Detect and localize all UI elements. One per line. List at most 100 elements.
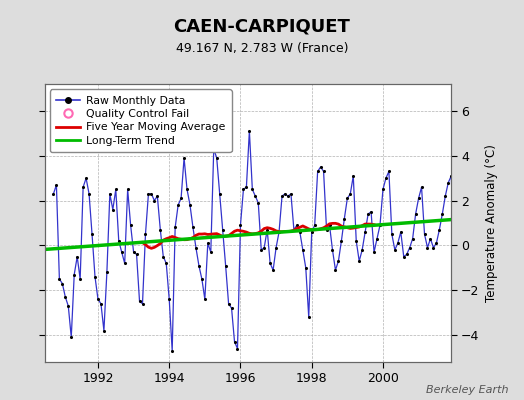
Point [213, 155, 221, 161]
Point [174, 202, 182, 208]
Point [414, 195, 423, 202]
Point [408, 236, 417, 242]
Point [406, 244, 414, 251]
Point [462, 254, 470, 260]
Point [399, 254, 408, 260]
Point [201, 296, 209, 302]
Point [257, 247, 266, 253]
Point [82, 175, 90, 181]
Point [313, 168, 322, 175]
Y-axis label: Temperature Anomaly (°C): Temperature Anomaly (°C) [485, 144, 498, 302]
Point [58, 280, 67, 287]
Point [195, 262, 203, 269]
Point [272, 244, 280, 251]
Point [304, 314, 313, 320]
Point [441, 193, 450, 199]
Point [124, 186, 132, 192]
Point [269, 267, 277, 273]
Point [239, 186, 248, 192]
Point [165, 296, 173, 302]
Point [147, 191, 156, 197]
Point [121, 260, 129, 266]
Point [91, 274, 99, 280]
Point [227, 305, 236, 311]
Point [329, 247, 337, 253]
Point [429, 244, 438, 251]
Point [88, 231, 96, 238]
Point [52, 182, 61, 188]
Legend: Raw Monthly Data, Quality Control Fail, Five Year Moving Average, Long-Term Tren: Raw Monthly Data, Quality Control Fail, … [50, 90, 232, 152]
Point [162, 260, 170, 266]
Point [373, 236, 381, 242]
Point [159, 254, 168, 260]
Point [135, 298, 144, 305]
Point [189, 224, 197, 231]
Point [144, 191, 152, 197]
Point [115, 238, 123, 244]
Point [275, 229, 283, 235]
Point [129, 249, 138, 255]
Text: 49.167 N, 2.783 W (France): 49.167 N, 2.783 W (France) [176, 42, 348, 55]
Point [79, 184, 88, 190]
Point [233, 345, 242, 352]
Point [361, 229, 369, 235]
Point [308, 229, 316, 235]
Point [171, 224, 179, 231]
Point [153, 193, 161, 199]
Point [126, 222, 135, 228]
Point [254, 200, 263, 206]
Point [381, 175, 390, 181]
Point [222, 262, 230, 269]
Point [73, 254, 81, 260]
Point [296, 229, 304, 235]
Point [376, 222, 384, 228]
Point [302, 265, 310, 271]
Point [337, 238, 346, 244]
Point [385, 168, 393, 175]
Point [459, 249, 467, 255]
Point [231, 339, 239, 345]
Point [331, 267, 340, 273]
Point [379, 186, 387, 192]
Point [343, 195, 352, 202]
Point [370, 249, 378, 255]
Text: Berkeley Earth: Berkeley Earth [426, 385, 508, 395]
Point [420, 231, 429, 238]
Point [397, 229, 405, 235]
Point [358, 247, 366, 253]
Point [55, 276, 63, 282]
Point [340, 215, 348, 222]
Point [219, 226, 227, 233]
Point [183, 186, 191, 192]
Point [204, 240, 212, 246]
Point [242, 184, 250, 190]
Point [198, 276, 206, 282]
Point [177, 195, 185, 202]
Point [290, 226, 298, 233]
Point [49, 191, 58, 197]
Point [320, 168, 328, 175]
Point [390, 247, 399, 253]
Point [471, 211, 479, 217]
Point [236, 222, 245, 228]
Point [453, 231, 461, 238]
Point [70, 271, 79, 278]
Point [355, 258, 364, 264]
Point [325, 222, 334, 228]
Point [287, 191, 295, 197]
Point [411, 211, 420, 217]
Point [215, 191, 224, 197]
Point [432, 240, 441, 246]
Point [346, 191, 355, 197]
Point [61, 294, 70, 300]
Point [349, 173, 357, 179]
Point [447, 173, 455, 179]
Point [76, 276, 84, 282]
Point [133, 251, 141, 258]
Point [284, 193, 292, 199]
Point [299, 247, 307, 253]
Point [417, 184, 425, 190]
Point [64, 303, 72, 309]
Point [100, 328, 108, 334]
Point [316, 164, 325, 170]
